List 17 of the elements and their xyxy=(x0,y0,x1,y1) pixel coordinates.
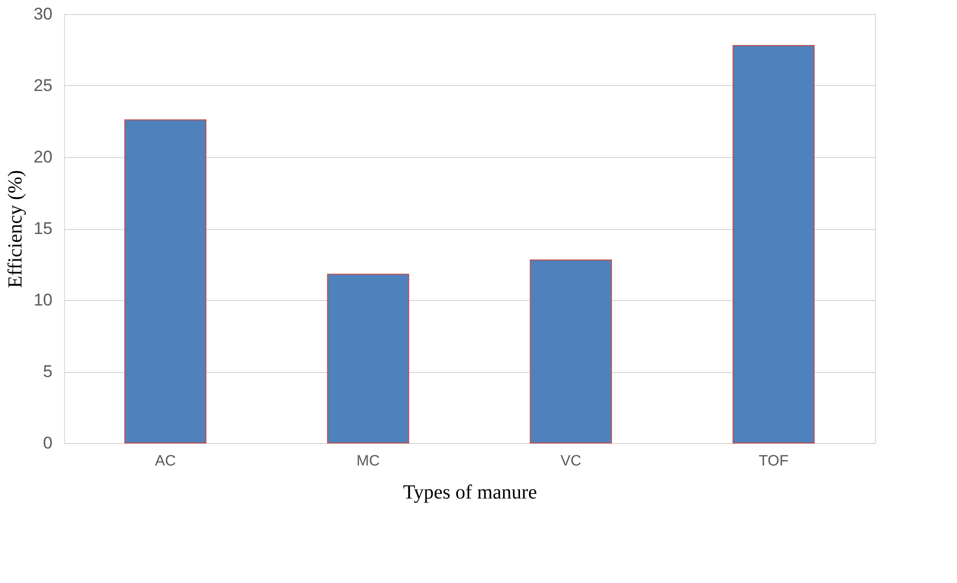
y-tick-label: 5 xyxy=(43,362,52,381)
y-tick-label: 25 xyxy=(34,76,52,95)
x-tick-label: AC xyxy=(154,452,176,470)
x-tick-label: VC xyxy=(560,452,582,470)
y-tick-label: 20 xyxy=(34,148,52,166)
x-tick-label: TOF xyxy=(758,452,788,470)
bar xyxy=(327,274,410,444)
y-tick-label: 0 xyxy=(43,434,52,452)
x-axis-title: Types of manure xyxy=(402,482,538,504)
y-axis-title: Efficiency (%) xyxy=(4,170,27,288)
y-tick-label: 10 xyxy=(34,290,52,310)
y-tick-label: 15 xyxy=(34,219,52,238)
x-tick-label: MC xyxy=(356,452,380,470)
y-tick-label: 30 xyxy=(34,4,52,24)
bar xyxy=(530,259,612,444)
bar xyxy=(732,44,815,444)
bar xyxy=(124,119,206,444)
